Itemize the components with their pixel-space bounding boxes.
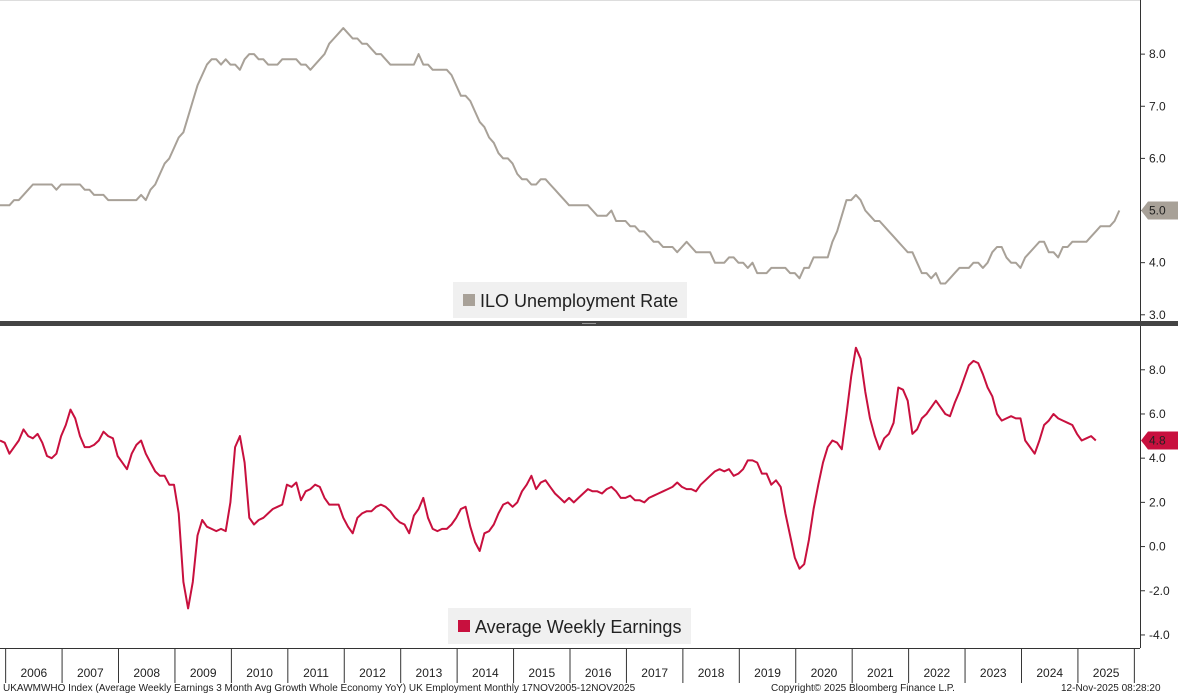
earnings-legend-swatch (458, 620, 470, 632)
x-axis-year-label: 2006 (21, 666, 48, 680)
x-axis-year-label: 2012 (359, 666, 386, 680)
x-axis-year-label: 2011 (303, 666, 329, 680)
earnings-last-value-label: 4.8 (1149, 433, 1166, 447)
unemployment-legend-swatch (463, 294, 475, 306)
x-axis-year-label: 2023 (980, 666, 1007, 680)
x-axis-year-label: 2015 (528, 666, 555, 680)
earnings-y-tick-label: 0.0 (1149, 540, 1166, 554)
average-weekly-earnings-series-line (0, 346, 1097, 610)
x-axis-year-label: 2007 (77, 666, 104, 680)
earnings-y-tick-label: -2.0 (1149, 584, 1170, 598)
footer-index-description: UKAWMWHO Index (Average Weekly Earnings … (3, 683, 636, 694)
chart-canvas: 3.0 4.0 5.0 6.0 7.0 8.0 -4.0 -2.0 0.0 2.0 4.0 6.0 8… (0, 0, 1178, 683)
x-axis-year-label: 2008 (133, 666, 160, 680)
unemployment-last-value-badge: 5.0 (1141, 201, 1178, 220)
bottom-panel-y-ticks: -4.0 -2.0 0.0 2.0 4.0 6.0 8.0 (1140, 363, 1170, 642)
earnings-y-tick-label: 4.0 (1149, 451, 1166, 465)
x-axis-year-label: 2019 (754, 666, 781, 680)
earnings-last-value-badge: 4.8 (1141, 431, 1178, 450)
earnings-legend-label: Average Weekly Earnings (475, 617, 681, 637)
unemployment-last-value-label: 5.0 (1149, 204, 1166, 218)
earnings-y-tick-label: 8.0 (1149, 363, 1166, 377)
earnings-y-tick-label: 6.0 (1149, 407, 1166, 421)
unemployment-y-tick-label: 4.0 (1149, 256, 1166, 270)
x-axis-year-label: 2014 (472, 666, 499, 680)
earnings-y-tick-label: -4.0 (1149, 628, 1170, 642)
unemployment-y-tick-label: 3.0 (1149, 308, 1166, 322)
unemployment-y-tick-label: 7.0 (1149, 99, 1166, 113)
top-panel-y-ticks: 3.0 4.0 5.0 6.0 7.0 8.0 (1140, 47, 1166, 322)
footer-timestamp: 12-Nov-2025 08:28:20 (1061, 683, 1161, 694)
x-axis-year-label: 2013 (416, 666, 443, 680)
unemployment-legend-label: ILO Unemployment Rate (480, 291, 678, 311)
x-axis-year-label: 2018 (698, 666, 725, 680)
ilo-unemployment-series-line (0, 27, 1121, 285)
earnings-legend[interactable]: Average Weekly Earnings (448, 608, 691, 644)
unemployment-y-tick-label: 8.0 (1149, 47, 1166, 61)
x-axis-year-label: 2016 (585, 666, 612, 680)
x-axis-year-label: 2022 (923, 666, 950, 680)
x-axis-year-label: 2025 (1093, 666, 1120, 680)
x-axis-year-label: 2024 (1036, 666, 1063, 680)
unemployment-y-tick-label: 6.0 (1149, 151, 1166, 165)
unemployment-legend-box (453, 282, 687, 318)
x-axis-year-ticks: 2006 2007 2008 2009 2010 2011 2012 2013 2014 2015… (5, 648, 1135, 683)
earnings-y-tick-label: 2.0 (1149, 495, 1166, 509)
x-axis-year-label: 2017 (641, 666, 668, 680)
earnings-legend-box (448, 608, 691, 644)
unemployment-legend[interactable]: ILO Unemployment Rate (453, 282, 687, 318)
footer-copyright: Copyright© 2025 Bloomberg Finance L.P. (771, 683, 955, 694)
x-axis-year-label: 2020 (811, 666, 838, 680)
x-axis-year-label: 2010 (246, 666, 273, 680)
x-axis-year-label: 2009 (190, 666, 217, 680)
x-axis-year-label: 2021 (867, 666, 894, 680)
